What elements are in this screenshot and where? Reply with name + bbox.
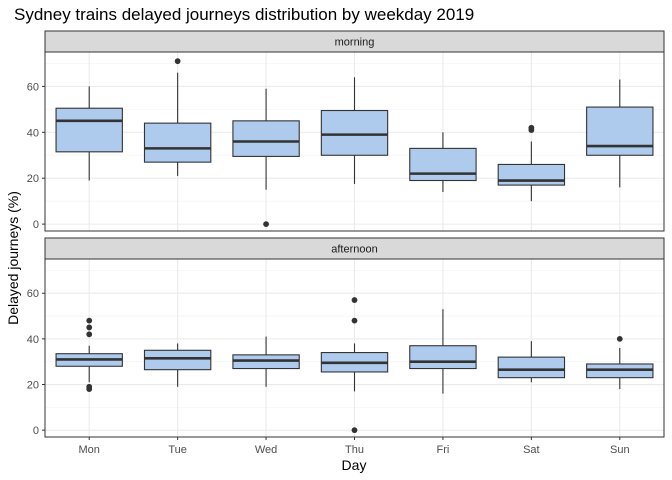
- outlier-point: [351, 317, 358, 324]
- y-tick-label: 20: [27, 380, 39, 392]
- y-axis-title: Delayed journeys (%): [5, 191, 21, 325]
- box-thu-morning: [320, 77, 389, 184]
- y-tick-label: 40: [27, 334, 39, 346]
- box-iqr: [586, 106, 654, 156]
- box-tue-afternoon: [143, 343, 212, 387]
- box-iqr: [409, 147, 477, 182]
- facet-strip-label: afternoon: [331, 244, 377, 256]
- box-iqr: [143, 122, 212, 163]
- box-thu-afternoon: [320, 297, 389, 434]
- box-iqr: [232, 120, 300, 157]
- x-tick-label: Tue: [168, 444, 187, 456]
- outlier-point: [86, 324, 93, 331]
- x-axis: Mon Tue Wed Thu Fri Sat Sun: [79, 437, 630, 456]
- box-sun-morning: [586, 79, 654, 188]
- y-tick-label: 20: [27, 173, 39, 185]
- box-iqr: [497, 163, 566, 186]
- box-fri-afternoon: [409, 309, 477, 394]
- x-tick-label: Mon: [79, 444, 100, 456]
- box-iqr: [143, 349, 212, 371]
- y-tick-label: 40: [27, 127, 39, 139]
- x-tick-label: Fri: [437, 444, 450, 456]
- outlier-point: [174, 58, 181, 65]
- outlier-point: [351, 427, 358, 434]
- box-iqr: [55, 107, 123, 153]
- y-tick-label: 0: [33, 425, 39, 437]
- box-iqr: [409, 345, 477, 370]
- y-tick-label: 0: [33, 219, 39, 231]
- facet-panel-morning: morning 0 20 40 60: [27, 30, 665, 232]
- box-sun-afternoon: [586, 335, 654, 390]
- panel-border: [44, 51, 665, 232]
- box-tue-morning: [143, 58, 212, 176]
- outlier-point: [86, 317, 93, 324]
- box-mon-afternoon: [55, 317, 123, 392]
- panels-layer: morning 0 20 40 60 afternoon 0 20 40 60: [27, 30, 665, 438]
- facet-panel-afternoon: afternoon 0 20 40 60: [27, 237, 665, 438]
- x-tick-label: Wed: [255, 444, 277, 456]
- box-wed-morning: [232, 88, 300, 228]
- outlier-point: [528, 124, 535, 131]
- box-sat-morning: [497, 124, 566, 202]
- box-mon-morning: [55, 86, 123, 181]
- outlier-point: [86, 331, 93, 338]
- outlier-point: [86, 383, 93, 390]
- x-tick-label: Sat: [523, 444, 540, 456]
- y-tick-label: 60: [27, 81, 39, 93]
- box-iqr: [320, 109, 389, 156]
- box-sat-afternoon: [497, 341, 566, 383]
- box-wed-afternoon: [232, 336, 300, 387]
- outlier-point: [263, 221, 269, 228]
- facet-strip-label: morning: [335, 37, 375, 49]
- outlier-point: [616, 335, 623, 342]
- outlier-point: [351, 297, 358, 303]
- x-axis-title: Day: [342, 457, 367, 473]
- chart-title: Sydney trains delayed journeys distribut…: [14, 5, 474, 24]
- x-tick-label: Sun: [610, 444, 630, 456]
- y-tick-label: 60: [27, 288, 39, 300]
- box-iqr: [497, 356, 566, 379]
- box-fri-morning: [409, 132, 477, 192]
- x-tick-label: Thu: [345, 444, 364, 456]
